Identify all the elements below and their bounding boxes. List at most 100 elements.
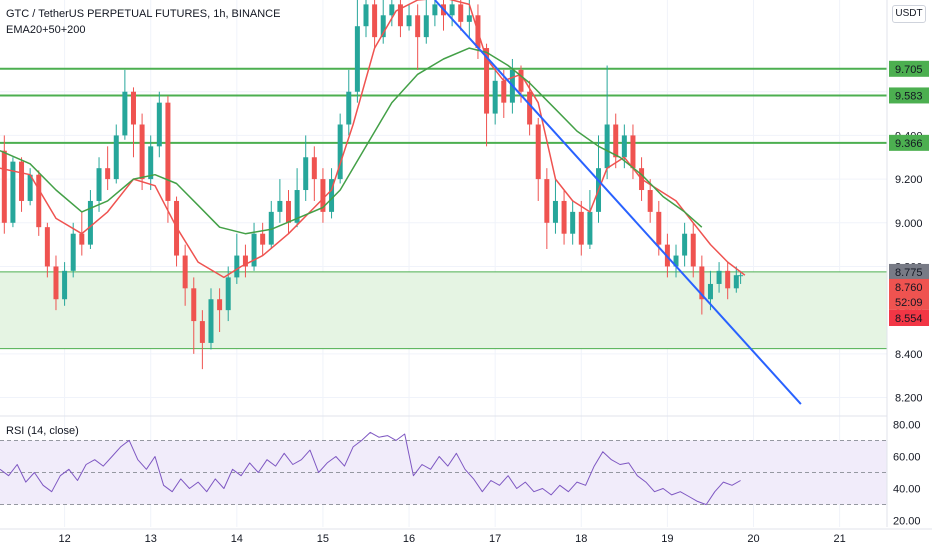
price-label-level: 9.705 (889, 60, 929, 77)
price-label-text: 9.583 (895, 90, 923, 102)
indicator-label[interactable]: EMA20+50+200 (6, 24, 86, 36)
price-label-box (889, 87, 929, 104)
candle-body (647, 190, 653, 212)
candle-body (423, 15, 429, 38)
price-label-zone: 8.554 (889, 310, 929, 326)
candle-body (372, 4, 378, 38)
candle (699, 255, 705, 315)
time-tick-label: 14 (231, 533, 243, 545)
candle (578, 200, 584, 256)
candle-body (725, 270, 731, 289)
candle (53, 255, 59, 311)
candle-body (79, 233, 85, 245)
time-tick-label: 17 (489, 533, 501, 545)
candle-body (70, 233, 76, 271)
current-price-text: 8.760 (895, 282, 923, 294)
candle-body (501, 80, 507, 103)
candle (501, 69, 507, 118)
time-axis[interactable]: 12 13 14 15 16 17 18 19 20 21 (0, 528, 932, 545)
candle-body (432, 4, 438, 16)
candle (191, 277, 197, 354)
candle-body (337, 124, 343, 180)
candle (484, 43, 490, 147)
currency-button[interactable]: USDT (892, 5, 926, 23)
time-tick-label: 12 (58, 533, 70, 545)
candle (725, 262, 731, 300)
candle-body (251, 233, 257, 267)
resistance-levels (0, 67, 887, 144)
candle (311, 146, 317, 201)
candle (329, 168, 335, 219)
candle (397, 0, 403, 38)
candle (389, 0, 395, 27)
candle-body (36, 174, 42, 228)
candle (738, 270, 744, 284)
candle-body (604, 124, 610, 169)
candle-body (285, 200, 291, 223)
candle (165, 96, 171, 223)
candle (380, 0, 386, 44)
candle-body (561, 200, 567, 234)
candle (337, 113, 343, 184)
candle (346, 69, 352, 136)
price-axis[interactable]: 8.2008.4008.6008.8009.0009.2009.4009.600… (886, 0, 932, 550)
candle (458, 0, 464, 31)
candle-body (656, 211, 662, 245)
chart-title: GTC / TetherUS PERPETUAL FUTURES, 1h, BI… (6, 8, 281, 20)
price-label-text: 8.554 (895, 313, 923, 325)
time-tick-label: 15 (317, 533, 329, 545)
candle (87, 190, 93, 249)
candle (682, 222, 688, 267)
candle-body (165, 102, 171, 201)
candle-body (527, 91, 533, 125)
candle (130, 87, 136, 158)
candle-body (199, 321, 205, 343)
candle (570, 200, 576, 245)
candle-body (406, 15, 412, 27)
candle-body (415, 15, 421, 38)
rsi-label[interactable]: RSI (14, close) (6, 425, 79, 437)
candle-body (354, 26, 360, 92)
time-tick-label: 21 (834, 533, 846, 545)
candle-body (113, 135, 119, 180)
candle (260, 222, 266, 256)
candle (733, 266, 739, 293)
candle (432, 0, 438, 27)
trendline[interactable] (434, 0, 802, 405)
candle (673, 244, 679, 278)
candle (182, 244, 188, 306)
candle-body (1, 150, 7, 223)
price-label-text: 8.775 (895, 267, 923, 279)
rsi-tick-label: 20.00 (893, 516, 921, 528)
candle-body (466, 15, 472, 22)
candle (406, 4, 412, 31)
rsi-tick-label: 80.00 (893, 419, 921, 431)
candle (303, 135, 309, 201)
current-price-box (889, 278, 929, 310)
price-label-level: 9.583 (889, 87, 929, 104)
price-label-box (889, 134, 929, 151)
candle (544, 168, 550, 249)
candle (716, 262, 722, 293)
candle-body (277, 200, 283, 212)
time-tick-label: 20 (747, 533, 759, 545)
candle-body (225, 277, 231, 311)
price-label-current: 8.760 52:09 (889, 278, 929, 310)
candle (10, 157, 16, 228)
candle-body (62, 270, 68, 300)
candle (139, 113, 145, 191)
candle (113, 124, 119, 184)
candle-body (10, 161, 16, 223)
candle (294, 168, 300, 228)
candle-body (191, 288, 197, 322)
rsi-line (0, 431, 741, 506)
candle (148, 135, 154, 191)
candle-body (53, 266, 59, 300)
candle-body (587, 211, 593, 245)
candlesticks[interactable] (1, 0, 744, 370)
candle (372, 0, 378, 49)
candle-body (260, 233, 266, 245)
candle (174, 196, 180, 267)
candle-body (449, 4, 455, 16)
candle-body (320, 179, 326, 212)
